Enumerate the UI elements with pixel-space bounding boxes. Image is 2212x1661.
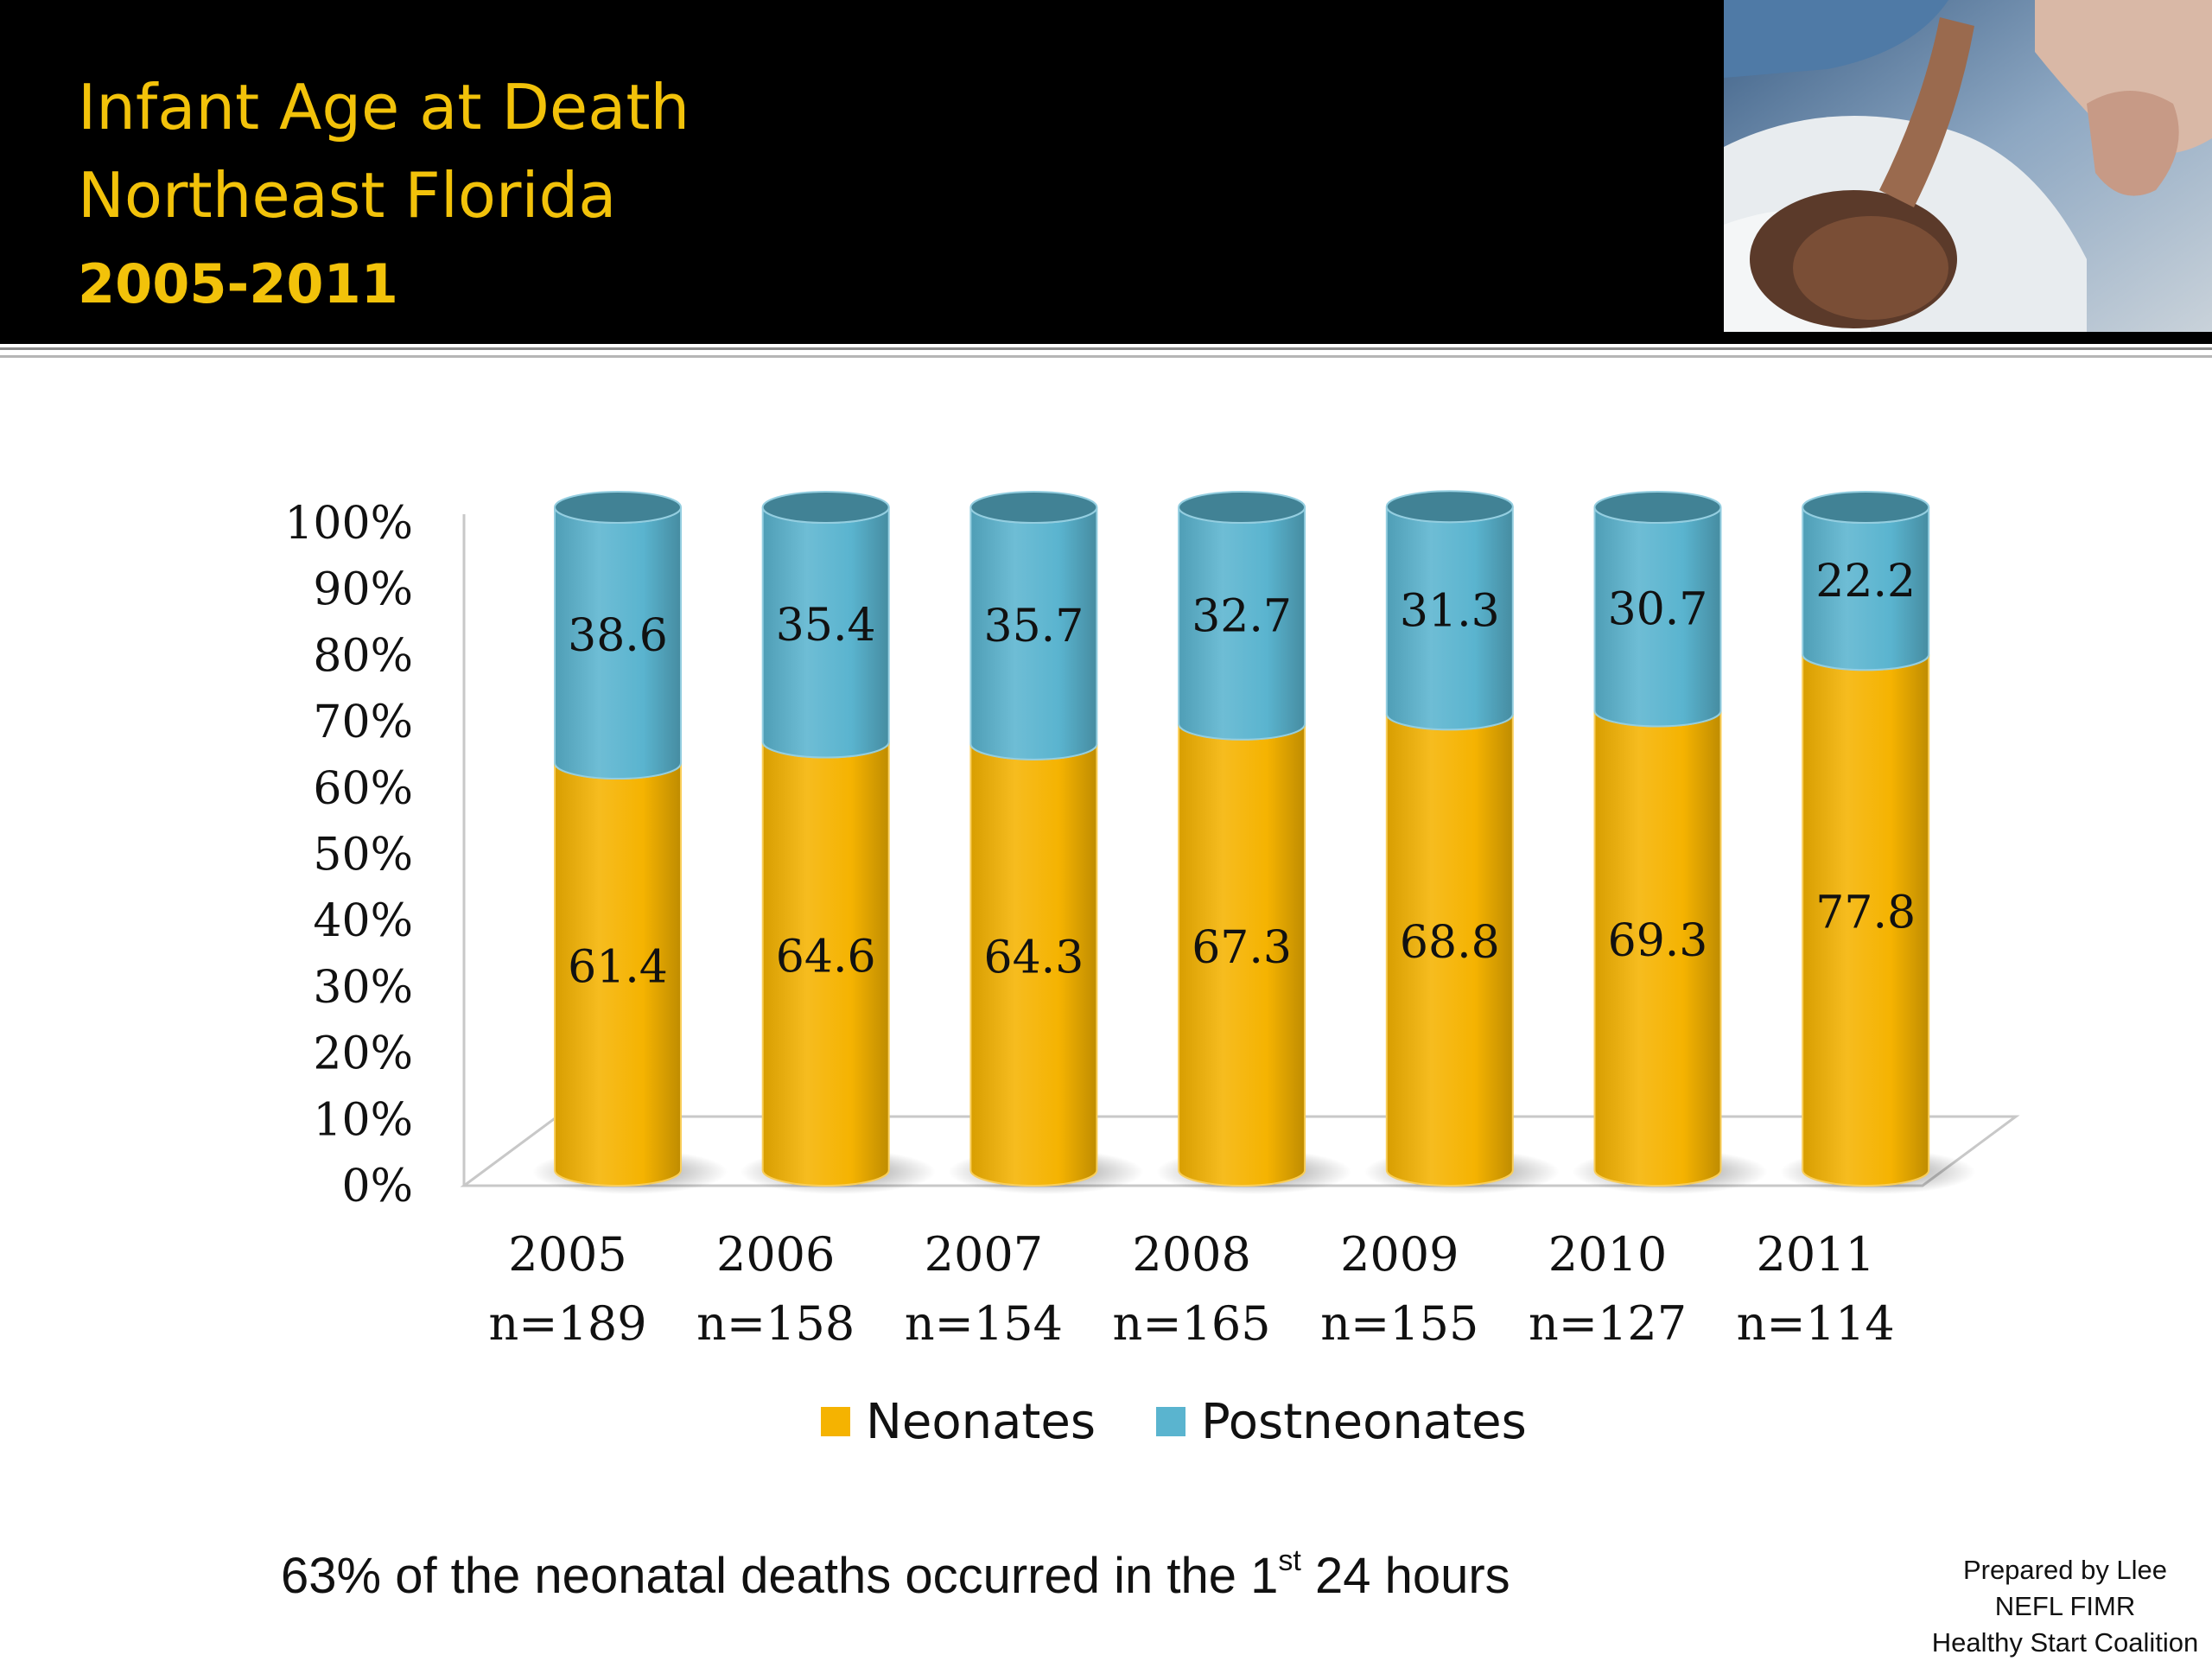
bar-top-cap-2009 [1385, 490, 1514, 524]
infant-photo [1724, 0, 2212, 332]
stacked-bar-chart: 0% 10% 20% 30% 40% 50% 60% 70% 80% 90% 100% 61.4 38.… [284, 490, 2020, 1351]
data-label-neonates-2006: 64.6 [776, 931, 876, 983]
x-tick-label-2005: 2005 [508, 1227, 626, 1282]
data-label-postneonates-2009: 31.3 [1400, 585, 1500, 637]
credit-line-2: NEFL FIMR [1994, 1591, 2136, 1621]
legend-swatch-postneonates [1156, 1407, 1185, 1436]
footnote-text-after: 24 hours [1300, 1548, 1510, 1604]
footnote-text-before: 63% of the neonatal deaths occurred in t… [281, 1548, 1279, 1604]
credit-line-1: Prepared by Llee [1962, 1555, 2168, 1585]
y-tick-label: 90% [313, 564, 413, 616]
chart-labels: 0% 10% 20% 30% 40% 50% 60% 70% 80% 90% 100% 61.4 38.… [284, 498, 1916, 1351]
y-tick-label: 30% [313, 962, 413, 1014]
data-label-neonates-2009: 68.8 [1400, 917, 1500, 969]
chart-legend: Neonates Postneonates [821, 1393, 1587, 1450]
bar-group-2007 [948, 491, 1144, 1194]
x-tick-sublabel-2008: n=165 [1113, 1296, 1271, 1351]
legend-label-postneonates: Postneonates [1201, 1393, 1527, 1450]
bar-top-cap-2010 [1593, 491, 1722, 524]
y-tick-label: 50% [313, 830, 413, 881]
y-tick-label: 100% [284, 498, 413, 550]
y-tick-label: 60% [313, 763, 413, 815]
legend-item-postneonates: Postneonates [1156, 1394, 1527, 1450]
data-label-postneonates-2007: 35.7 [984, 601, 1084, 652]
data-label-neonates-2010: 69.3 [1608, 915, 1708, 967]
bar-group-2011 [1780, 491, 1976, 1194]
bar-top-cap-2006 [761, 491, 890, 524]
slide-title-line-1: Infant Age at Death [78, 71, 690, 143]
bar-group-2005 [532, 491, 728, 1194]
x-tick-label-2010: 2010 [1548, 1227, 1667, 1282]
footnote-superscript: st [1278, 1544, 1301, 1577]
data-label-postneonates-2011: 22.2 [1815, 556, 1916, 608]
legend-label-neonates: Neonates [866, 1393, 1096, 1450]
x-tick-label-2007: 2007 [925, 1227, 1043, 1282]
data-label-postneonates-2008: 32.7 [1192, 590, 1292, 642]
data-label-neonates-2005: 61.4 [568, 942, 668, 994]
data-label-postneonates-2006: 35.4 [776, 600, 876, 652]
x-tick-sublabel-2011: n=114 [1737, 1296, 1895, 1351]
y-tick-label: 10% [313, 1094, 413, 1146]
x-tick-sublabel-2009: n=155 [1320, 1296, 1478, 1351]
bar-top-cap-2011 [1802, 491, 1930, 524]
footnote: 63% of the neonatal deaths occurred in t… [281, 1544, 1510, 1605]
slide-title-line-3: 2005-2011 [78, 252, 398, 315]
x-tick-sublabel-2005: n=189 [488, 1296, 646, 1351]
slide-header: Infant Age at Death Northeast Florida 20… [0, 0, 2212, 344]
legend-swatch-neonates [821, 1407, 850, 1436]
y-tick-label: 0% [342, 1161, 414, 1212]
chart-bars [532, 490, 1976, 1194]
x-tick-label-2009: 2009 [1340, 1227, 1459, 1282]
bar-top-cap-2007 [969, 491, 1098, 524]
x-tick-sublabel-2007: n=154 [905, 1296, 1063, 1351]
credit-block: Prepared by Llee NEFL FIMR Healthy Start… [1918, 1552, 2212, 1661]
x-tick-label-2006: 2006 [716, 1227, 835, 1282]
bar-top-cap-2005 [554, 491, 682, 524]
y-tick-label: 80% [313, 630, 413, 682]
bar-group-2008 [1156, 491, 1352, 1194]
data-label-postneonates-2005: 38.6 [568, 610, 668, 662]
slide-title-line-2: Northeast Florida [78, 159, 617, 232]
y-tick-label: 20% [313, 1028, 413, 1080]
header-divider [0, 347, 2212, 358]
data-label-neonates-2011: 77.8 [1815, 888, 1916, 939]
data-label-neonates-2007: 64.3 [984, 932, 1084, 983]
legend-item-neonates: Neonates [821, 1394, 1096, 1450]
x-tick-label-2008: 2008 [1132, 1227, 1250, 1282]
x-tick-sublabel-2006: n=158 [696, 1296, 855, 1351]
bar-group-2010 [1572, 491, 1768, 1194]
x-tick-sublabel-2010: n=127 [1529, 1296, 1687, 1351]
data-label-neonates-2008: 67.3 [1192, 922, 1292, 974]
bar-group-2009 [1363, 490, 1560, 1194]
y-tick-label: 40% [313, 895, 413, 947]
bar-top-cap-2008 [1178, 491, 1306, 524]
y-tick-label: 70% [313, 697, 413, 748]
credit-line-3: Healthy Start Coalition [1931, 1627, 2199, 1658]
x-tick-label-2011: 2011 [1756, 1227, 1874, 1282]
data-label-postneonates-2010: 30.7 [1608, 584, 1708, 636]
bar-group-2006 [740, 491, 936, 1194]
